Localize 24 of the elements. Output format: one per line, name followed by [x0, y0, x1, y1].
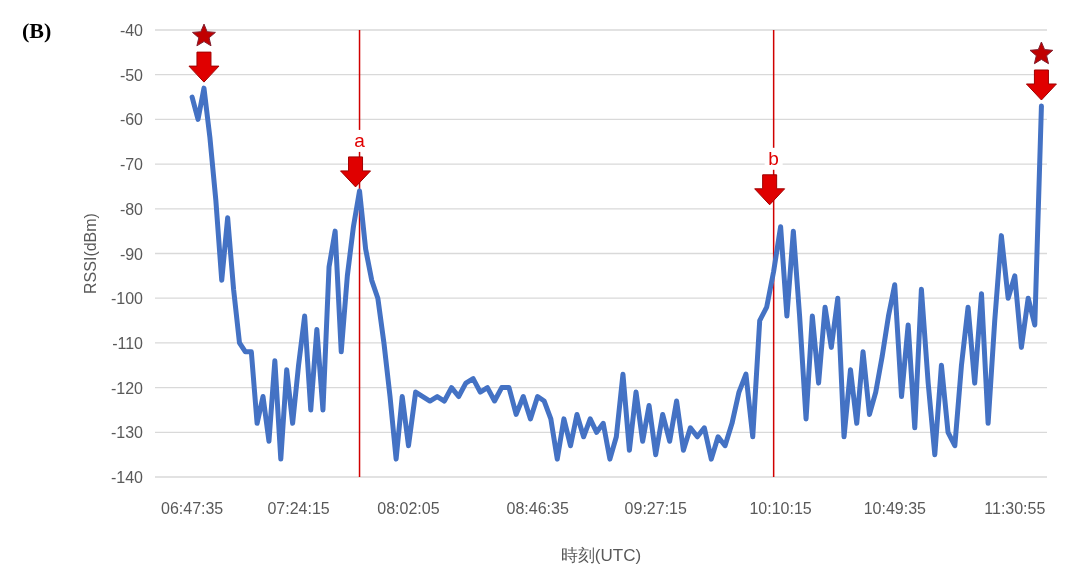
x-tick-label: 07:24:15	[267, 500, 330, 517]
y-tick-label: -80	[119, 200, 144, 218]
x-tick-label: 08:02:05	[377, 500, 440, 517]
y-tick-label: -100	[110, 290, 144, 308]
y-tick-label: -60	[119, 111, 144, 129]
y-tick-label: -70	[119, 156, 144, 174]
y-axis-title: RSSI(dBm)	[82, 213, 99, 294]
y-tick-label: -50	[119, 66, 144, 84]
x-tick-label: 11:30:55	[984, 500, 1046, 517]
y-tick-label: -140	[110, 469, 144, 486]
y-tick-label: -110	[112, 334, 144, 352]
y-tick-label: -120	[110, 379, 144, 397]
y-tick-label: -90	[119, 245, 144, 263]
y-tick-label: -40	[119, 22, 144, 39]
x-tick-label: 10:49:35	[863, 500, 927, 517]
x-tick-label: 09:27:15	[624, 500, 687, 517]
x-axis-title: 時刻(UTC)	[560, 546, 642, 565]
x-tick-label: 10:10:15	[749, 500, 812, 517]
x-tick-label: 06:47:35	[160, 500, 224, 517]
x-tick-label: 08:46:35	[506, 500, 569, 517]
text: (B)	[22, 18, 52, 43]
annotation: b	[768, 147, 779, 169]
annotation: a	[354, 129, 366, 151]
y-tick-label: -130	[110, 424, 144, 442]
